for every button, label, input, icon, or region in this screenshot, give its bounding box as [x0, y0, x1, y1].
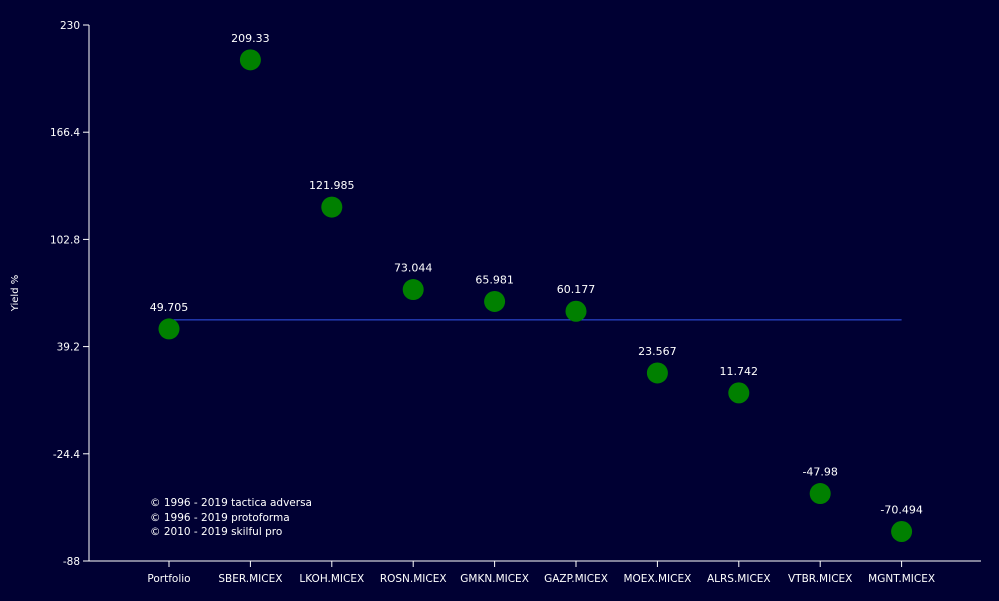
y-axis: 230 166.4 102.8 39.2 -24.4 -88 [50, 20, 90, 568]
data-label: -70.494 [880, 503, 922, 516]
data-point[interactable] [728, 382, 750, 404]
y-tick-label: -24.4 [53, 449, 80, 461]
data-point[interactable] [646, 362, 668, 384]
copyright-line-1: © 1996 - 2019 tactica adversa [150, 497, 312, 509]
data-point[interactable] [321, 196, 343, 218]
data-point[interactable] [891, 520, 913, 542]
data-points: 49.705 209.33 121.985 73.044 65.981 60.177 23.… [150, 32, 923, 542]
x-tick-label: GMKN.MICEX [460, 573, 529, 585]
data-point[interactable] [239, 49, 261, 71]
y-axis-label: Yield % [10, 275, 21, 313]
x-tick-label: SBER.MICEX [218, 573, 282, 585]
copyright-line-2: © 1996 - 2019 protoforma [150, 512, 290, 524]
x-tick-label: Portfolio [147, 573, 190, 585]
x-tick-label: VTBR.MICEX [788, 573, 852, 585]
data-label: 49.705 [150, 301, 189, 314]
data-label: -47.98 [802, 466, 837, 479]
data-label: 121.985 [309, 179, 355, 192]
y-tick-label: 39.2 [57, 342, 80, 354]
data-label: 209.33 [231, 32, 270, 45]
y-tick-label: 230 [60, 20, 80, 32]
data-label: 60.177 [557, 283, 596, 296]
y-tick: -24.4 [53, 449, 89, 461]
y-tick: 39.2 [57, 342, 89, 354]
y-tick: 230 [60, 20, 89, 32]
y-tick: 102.8 [50, 234, 89, 246]
data-point[interactable] [158, 318, 180, 340]
data-label: 73.044 [394, 262, 433, 275]
y-tick: -88 [63, 556, 89, 568]
copyright-notice: © 1996 - 2019 tactica adversa © 1996 - 2… [150, 497, 312, 538]
data-label: 11.742 [720, 365, 759, 378]
y-tick: 166.4 [50, 127, 89, 139]
x-tick-label: LKOH.MICEX [299, 573, 364, 585]
y-tick-label: 102.8 [50, 234, 80, 246]
y-tick-label: 166.4 [50, 127, 80, 139]
data-label: 65.981 [475, 273, 514, 286]
data-point[interactable] [402, 279, 424, 301]
data-point[interactable] [484, 290, 506, 312]
data-point[interactable] [809, 483, 831, 505]
y-tick-label: -88 [63, 556, 80, 568]
x-tick-label: ROSN.MICEX [380, 573, 447, 585]
data-label: 23.567 [638, 345, 677, 358]
x-tick-label: ALRS.MICEX [707, 573, 771, 585]
x-tick-label: MGNT.MICEX [868, 573, 935, 585]
x-tick-label: MOEX.MICEX [623, 573, 691, 585]
x-axis: Portfolio SBER.MICEX LKOH.MICEX ROSN.MICEX G… [89, 560, 981, 585]
x-tick-label: GAZP.MICEX [544, 573, 608, 585]
copyright-line-3: © 2010 - 2019 skilful pro [150, 526, 282, 538]
data-point[interactable] [565, 300, 587, 322]
